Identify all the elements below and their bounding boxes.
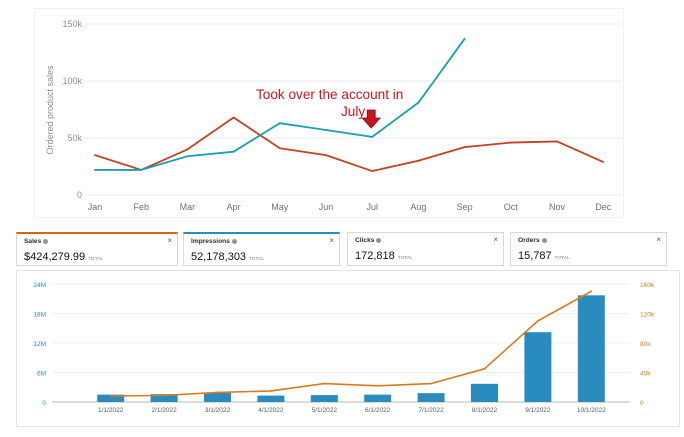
series-point bbox=[232, 116, 235, 119]
monthly-sales-line-chart: 0 50k 100k 150k Jan Feb Mar Apr May Jun Jul Aug Sep O… bbox=[45, 19, 622, 212]
card-value: 52,178,303 bbox=[191, 251, 247, 263]
series-point bbox=[325, 154, 327, 157]
close-icon[interactable]: × bbox=[167, 236, 172, 245]
series-point bbox=[186, 148, 189, 151]
series-point bbox=[278, 147, 281, 150]
card-total-label: TOTAL bbox=[249, 256, 265, 261]
series-point bbox=[371, 170, 374, 172]
down-arrow-icon bbox=[361, 109, 382, 129]
top-chart-frame bbox=[34, 8, 624, 218]
series-point bbox=[602, 161, 605, 163]
x-tick-label: Feb bbox=[133, 202, 149, 212]
metric-cards: Sales × $424,279.99 TOTAL Impressions × 5… bbox=[16, 232, 680, 268]
series-point bbox=[94, 154, 96, 157]
x-tick-label: Apr bbox=[227, 202, 241, 212]
series-line-0 bbox=[94, 116, 604, 172]
close-icon[interactable]: × bbox=[656, 235, 661, 244]
close-icon[interactable]: × bbox=[329, 236, 334, 245]
series-point bbox=[232, 150, 235, 153]
series-point bbox=[140, 169, 143, 171]
info-icon[interactable] bbox=[541, 237, 547, 243]
annotation-line-2: July bbox=[341, 104, 366, 119]
series-point bbox=[509, 141, 512, 144]
y-tick-label: 100k bbox=[62, 76, 82, 86]
metric-card-orders[interactable]: Orders × 15,787 TOTAL bbox=[510, 232, 667, 266]
series-point bbox=[94, 169, 96, 171]
y-tick-label: 50k bbox=[67, 133, 82, 143]
x-tick-label: Aug bbox=[410, 202, 426, 212]
card-total-label: TOTAL bbox=[397, 255, 413, 260]
card-value: 15,787 bbox=[518, 250, 552, 262]
x-tick-label: Jan bbox=[88, 202, 103, 212]
bottom-chart-frame bbox=[16, 270, 680, 427]
x-tick-label: Jul bbox=[366, 202, 378, 212]
info-icon[interactable] bbox=[43, 238, 49, 244]
series-point bbox=[463, 146, 466, 149]
x-tick-label: Mar bbox=[180, 202, 196, 212]
metric-card-sales[interactable]: Sales × $424,279.99 TOTAL bbox=[16, 232, 178, 266]
x-tick-label: Dec bbox=[595, 202, 612, 212]
series-point bbox=[463, 37, 466, 40]
info-icon[interactable] bbox=[231, 238, 237, 244]
series-point bbox=[325, 129, 327, 131]
card-label: Sales bbox=[24, 238, 42, 245]
card-total-label: TOTAL bbox=[88, 256, 104, 261]
series-point bbox=[417, 101, 420, 104]
annotation-line-1: Took over the account in bbox=[256, 87, 404, 102]
series-point bbox=[556, 140, 558, 143]
x-tick-label: Jun bbox=[319, 202, 334, 212]
close-icon[interactable]: × bbox=[493, 235, 498, 244]
series-point bbox=[371, 135, 374, 138]
x-tick-label: Oct bbox=[504, 202, 519, 212]
metric-card-clicks[interactable]: Clicks × 172,818 TOTAL bbox=[347, 232, 504, 266]
card-label: Clicks bbox=[355, 237, 375, 244]
card-label: Orders bbox=[518, 237, 540, 244]
series-point bbox=[278, 122, 281, 125]
card-total-label: TOTAL bbox=[554, 255, 570, 260]
card-value: 172,818 bbox=[355, 250, 395, 262]
card-value: $424,279.99 bbox=[24, 251, 86, 263]
card-label: Impressions bbox=[191, 238, 230, 245]
x-tick-label: Sep bbox=[457, 202, 473, 212]
series-point bbox=[186, 155, 189, 158]
info-icon[interactable] bbox=[376, 237, 382, 243]
y-axis-label: Ordered product sales bbox=[45, 65, 55, 155]
series-point bbox=[417, 159, 420, 162]
metric-card-impressions[interactable]: Impressions × 52,178,303 TOTAL bbox=[183, 232, 340, 266]
x-tick-label: May bbox=[271, 202, 289, 212]
x-tick-label: Nov bbox=[549, 202, 566, 212]
y-tick-label: 0 bbox=[77, 190, 82, 200]
y-tick-label: 150k bbox=[62, 19, 82, 29]
chart-annotation: Took over the account in July bbox=[256, 86, 426, 120]
